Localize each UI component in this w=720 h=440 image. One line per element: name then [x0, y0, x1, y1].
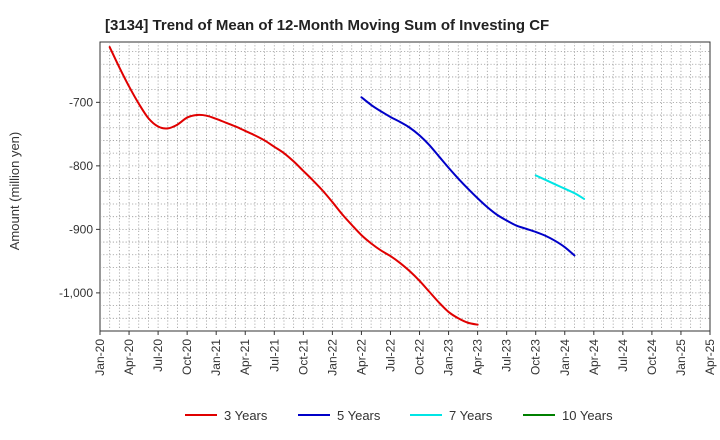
x-tick-label: Jan-20 [93, 339, 107, 376]
x-tick-label: Oct-21 [296, 339, 310, 375]
series-line-3-years [108, 46, 479, 326]
chart-title: [3134] Trend of Mean of 12-Month Moving … [105, 17, 549, 34]
y-tick-label: -700 [69, 95, 93, 109]
x-tick-label: Apr-24 [587, 339, 601, 375]
x-tick-label: Jul-23 [500, 339, 514, 372]
y-tick-label: -1,000 [59, 286, 93, 300]
y-tick-label: -800 [69, 159, 93, 173]
x-tick-label: Apr-20 [122, 339, 136, 375]
legend-label-7-years: 7 Years [449, 408, 493, 423]
x-tick-label: Apr-25 [703, 339, 717, 375]
x-tick-label: Oct-20 [180, 339, 194, 375]
x-tick-label: Jan-22 [325, 339, 339, 376]
plot-frame [99, 41, 711, 332]
legend: 3 Years 5 Years 7 Years 10 Years [185, 408, 613, 423]
x-tick-label: Apr-21 [238, 339, 252, 375]
series-line-5-years [360, 96, 576, 257]
x-tick-label: Apr-22 [354, 339, 368, 375]
y-axis-label: Amount (million yen) [7, 132, 22, 251]
x-tick-label: Jul-20 [151, 339, 165, 372]
plot-area: -700 -800 -900 -1,000 Jan-20 Apr-20 Jul-20 Oct-… [59, 41, 717, 376]
x-tick-label: Jan-23 [442, 339, 456, 376]
x-tick-label: Jul-24 [616, 339, 630, 372]
series-line-7-years [534, 174, 586, 200]
legend-label-5-years: 5 Years [337, 408, 381, 423]
x-tick-label: Oct-22 [413, 339, 427, 375]
x-tick-label: Oct-23 [529, 339, 543, 375]
legend-label-3-years: 3 Years [224, 408, 268, 423]
x-tick-label: Jul-21 [267, 339, 281, 372]
x-tick-label: Jan-25 [674, 339, 688, 376]
x-tick-label: Jan-24 [558, 339, 572, 376]
y-tick-label: -900 [69, 222, 93, 236]
x-tick-label: Jul-22 [383, 339, 397, 372]
legend-label-10-years: 10 Years [562, 408, 613, 423]
x-tick-label: Oct-24 [645, 339, 659, 375]
x-tick-label: Jan-21 [209, 339, 223, 376]
x-tick-label: Apr-23 [471, 339, 485, 375]
